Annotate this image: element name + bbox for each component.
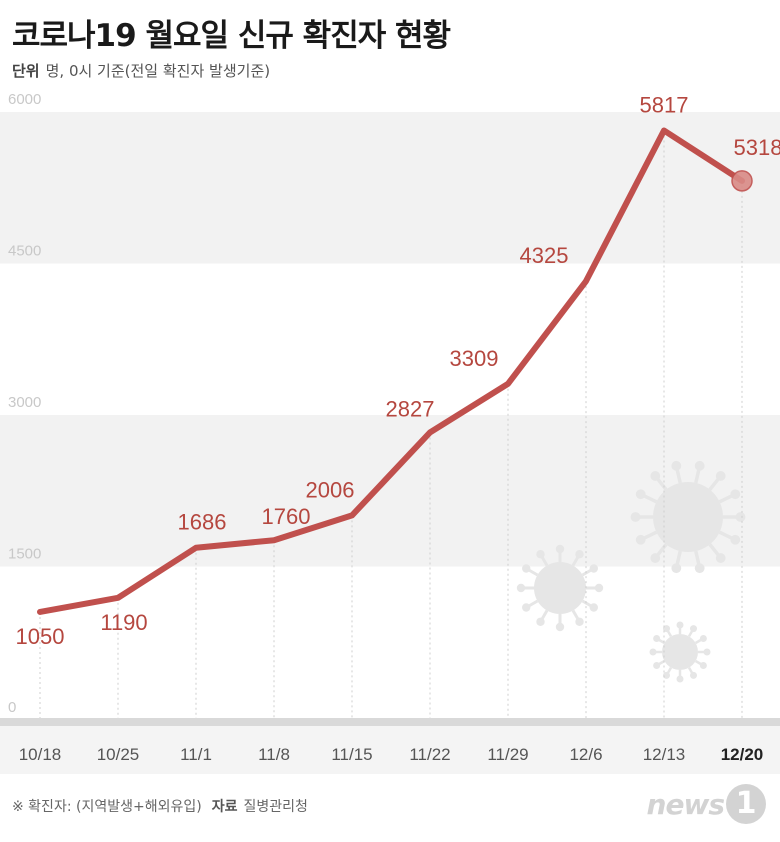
x-tick-label: 10/25: [97, 745, 140, 764]
band-1500-3000: [0, 415, 780, 567]
news1-logo: news 1: [647, 784, 766, 824]
x-tick-label: 12/20: [721, 745, 764, 764]
data-label: 2006: [306, 477, 355, 502]
data-label: 1760: [262, 504, 311, 529]
x-tick-label: 11/8: [258, 745, 290, 764]
data-label: 3309: [450, 346, 499, 371]
footnote: ※ 확진자: (지역발생+해외유입) 자료 질병관리청: [12, 796, 308, 816]
chart-title: 코로나19 월요일 신규 확진자 현황: [12, 18, 451, 54]
data-label: 5817: [640, 92, 689, 117]
x-axis: 10/18 10/25 11/1 11/8 11/15 11/22 11/29 12/6 12/…: [0, 718, 780, 774]
unit-text: 명, 0시 기준(전일 확진자 발생기준): [45, 62, 271, 80]
unit-label: 단위: [12, 62, 40, 80]
logo-text: news: [646, 787, 725, 821]
series-line: [37, 127, 745, 615]
virus-icon: [649, 621, 711, 683]
line-chart: 0 1500 3000 4500 6000 10/18 10/25 11/1 11/8 11/1…: [0, 91, 780, 774]
x-axis-band: [0, 726, 780, 774]
footnote-note: ※ 확진자: (지역발생+해외유입): [12, 799, 202, 815]
logo-badge: 1: [726, 784, 766, 824]
data-label: 5318: [734, 135, 780, 160]
x-tick-label: 12/6: [569, 745, 602, 764]
chart-gridlines: [39, 130, 743, 718]
chart-bands: [0, 112, 780, 567]
virus-decoration-icon: [516, 460, 746, 683]
data-label: 1190: [100, 610, 147, 635]
x-tick-label: 11/1: [180, 745, 212, 764]
y-tick-label: 1500: [8, 546, 41, 563]
y-tick-label: 3000: [8, 394, 41, 411]
virus-icon: [630, 460, 746, 574]
x-tick-label: 11/29: [487, 745, 528, 764]
data-label: 1686: [178, 510, 227, 535]
y-tick-labels: 0 1500 3000 4500 6000: [8, 91, 41, 716]
data-label: 2827: [386, 396, 435, 421]
y-tick-label: 0: [8, 699, 16, 716]
y-tick-label: 6000: [8, 91, 41, 108]
x-tick-label: 12/13: [643, 745, 686, 764]
data-label: 4325: [520, 243, 569, 268]
virus-icon: [516, 544, 604, 632]
source-text: 질병관리청: [243, 799, 308, 815]
x-tick-label: 10/18: [19, 745, 62, 764]
y-tick-label: 4500: [8, 243, 41, 260]
x-tick-label: 11/15: [331, 745, 372, 764]
x-tick-label: 11/22: [409, 745, 450, 764]
data-series: [37, 127, 753, 615]
band-4500-6000: [0, 112, 780, 264]
data-label: 1050: [16, 624, 65, 649]
x-axis-bar: [0, 718, 780, 726]
unit-note: 단위 명, 0시 기준(전일 확진자 발생기준): [12, 60, 270, 81]
source-label: 자료: [211, 799, 238, 815]
highlight-point: [731, 170, 753, 192]
